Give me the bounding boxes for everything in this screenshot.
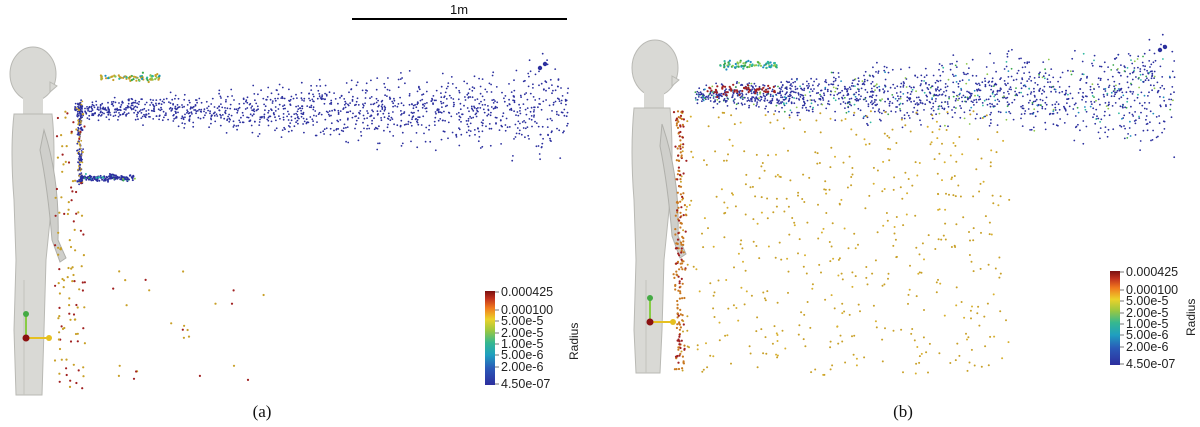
legend-label: 0.000425 xyxy=(1126,265,1179,279)
legend-title: Radius xyxy=(567,322,581,360)
legend-label: 2.00e-6 xyxy=(1126,340,1169,354)
particle-cloud-b xyxy=(672,33,1176,376)
axes-glyph-b xyxy=(646,295,676,326)
colorbar-b xyxy=(1110,271,1124,365)
axes-glyph-a xyxy=(22,311,52,342)
panel-caption: (b) xyxy=(893,402,913,421)
legend-label: 0.000100 xyxy=(501,303,554,317)
human-figure-a xyxy=(9,46,67,396)
colorbar-a xyxy=(485,291,499,385)
legend-label: 2.00e-5 xyxy=(1126,306,1169,320)
legend-label: 5.00e-6 xyxy=(501,348,544,362)
legend-label: 4.50e-07 xyxy=(501,377,551,391)
legend-label: 5.00e-5 xyxy=(501,314,544,328)
legend-label: 2.00e-5 xyxy=(501,326,544,340)
human-figure-b xyxy=(631,39,687,374)
legend-label: 5.00e-6 xyxy=(1126,328,1169,342)
panel-caption: (a) xyxy=(252,402,272,421)
legend-label: 2.00e-6 xyxy=(501,360,544,374)
legend-label: 0.000425 xyxy=(501,285,554,299)
particle-cloud-a xyxy=(53,52,569,390)
legend-label: 4.50e-07 xyxy=(1126,357,1176,371)
scene-a xyxy=(9,18,569,396)
legend-title: Radius xyxy=(1184,298,1198,336)
scale-bar-label: 1m xyxy=(450,2,469,17)
scene-b xyxy=(631,33,1176,376)
panel-a: 1m 0.000425 0.000100 5.00e-5 2.00e-5 1.0… xyxy=(9,2,581,421)
legend-label: 0.000100 xyxy=(1126,283,1179,297)
legend-label: 5.00e-5 xyxy=(1126,294,1169,308)
legend-label: 1.00e-5 xyxy=(501,337,544,351)
panel-b: 0.000425 0.000100 5.00e-5 2.00e-5 1.00e-… xyxy=(600,0,1200,427)
legend-label: 1.00e-5 xyxy=(1126,317,1169,331)
